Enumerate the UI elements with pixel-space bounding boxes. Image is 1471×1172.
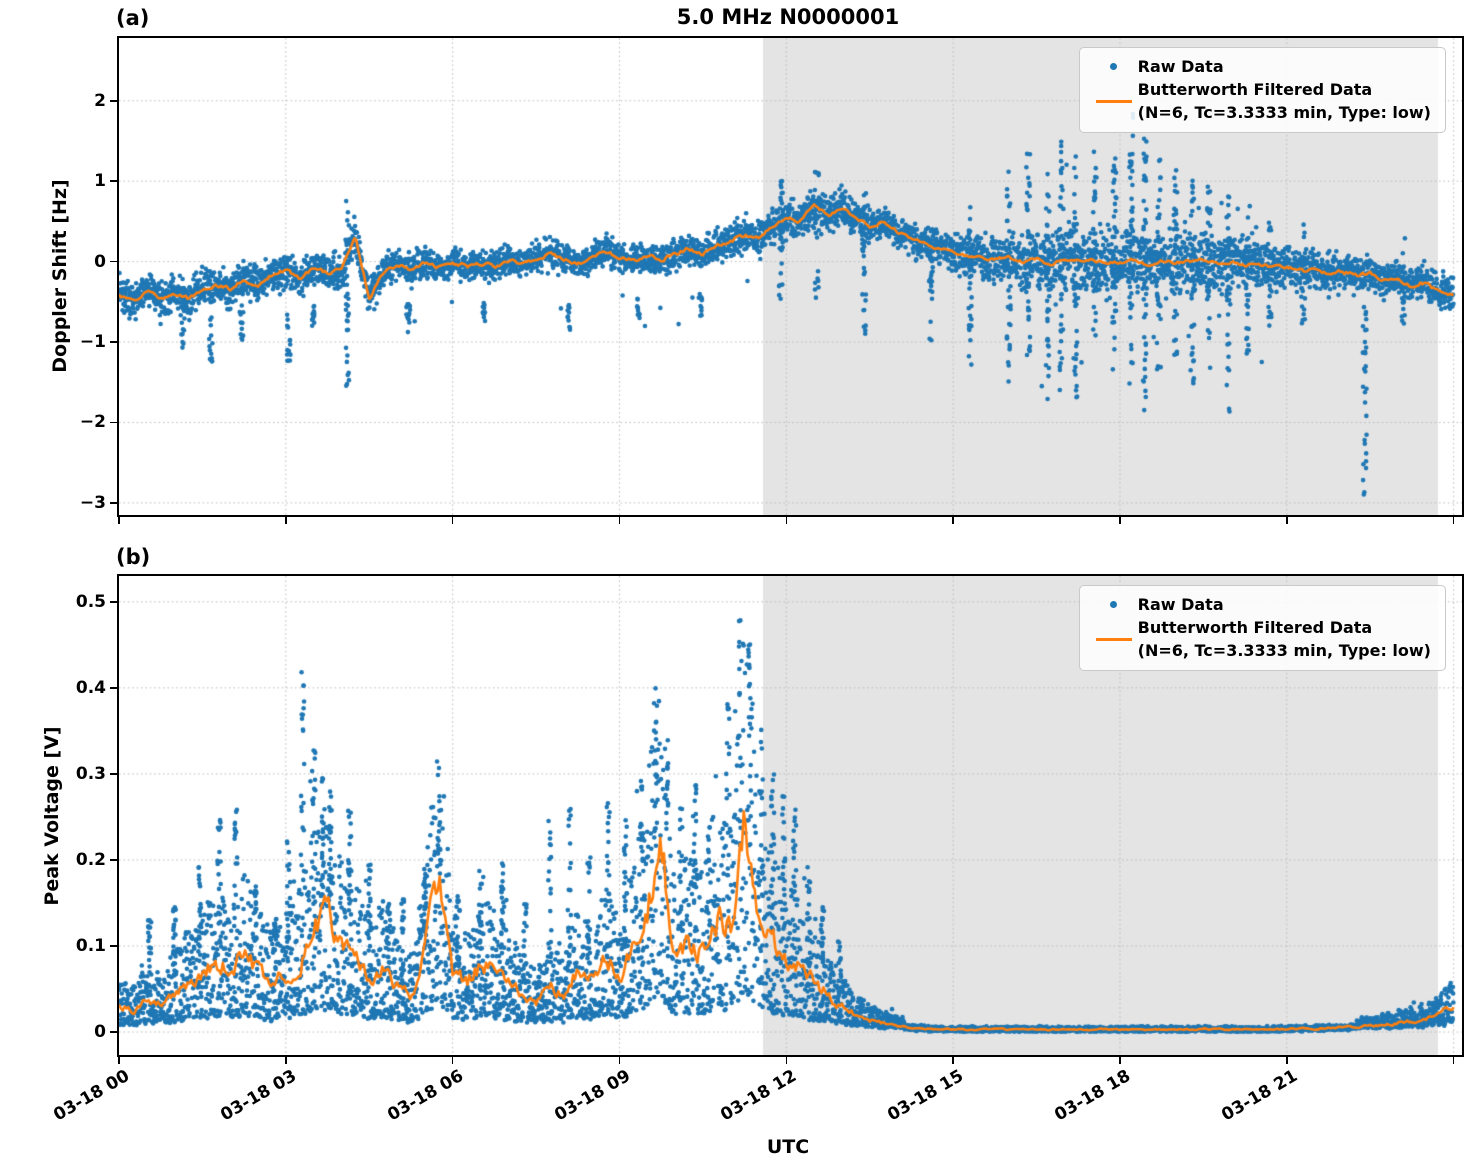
legend-filtered-line2: (N=6, Tc=3.3333 min, Type: low) (1137, 103, 1431, 123)
x-tick-mark (1452, 517, 1455, 524)
plot-area-peak-voltage: Raw Data Butterworth Filtered Data (N=6,… (117, 574, 1464, 1057)
panel-label-b: (b) (116, 545, 151, 569)
x-tick-mark (785, 517, 788, 524)
x-tick-mark (618, 517, 621, 524)
y-tick-label: 1 (94, 171, 106, 192)
y-tick-label: 0 (94, 251, 106, 272)
legend-item-filtered-data: Butterworth Filtered Data (N=6, Tc=3.333… (1090, 616, 1431, 662)
y-tick-label: 2 (94, 90, 106, 111)
legend-filtered-line2: (N=6, Tc=3.3333 min, Type: low) (1137, 641, 1431, 661)
y-tick-label: −1 (79, 332, 106, 353)
y-tick-mark (110, 421, 117, 424)
legend-raw-label: Raw Data (1137, 57, 1224, 76)
x-tick-mark (285, 1057, 287, 1064)
y-tick-mark (110, 502, 117, 504)
x-tick-label: 03-18 00 (50, 1066, 133, 1126)
x-tick-mark (952, 517, 954, 524)
x-tick-mark (1286, 517, 1288, 524)
y-tick-label: 0.2 (75, 849, 106, 870)
legend-filtered-label: Butterworth Filtered Data (N=6, Tc=3.333… (1138, 78, 1431, 124)
y-tick-label: 0 (94, 1022, 106, 1043)
x-tick-mark (118, 1057, 120, 1064)
figure-title: 5.0 MHz N0000001 (676, 5, 900, 29)
filtered-line-icon (1090, 99, 1138, 104)
x-tick-mark (1119, 1057, 1121, 1064)
y-tick-mark (110, 180, 117, 183)
x-tick-mark (1119, 517, 1121, 524)
x-tick-label: 03-18 18 (1051, 1066, 1134, 1126)
x-axis-label: UTC (766, 1136, 810, 1158)
x-tick-label: 03-18 03 (217, 1066, 300, 1126)
y-tick-mark (110, 1031, 117, 1033)
y-tick-label: 0.3 (75, 763, 106, 784)
panel-label-a: (a) (116, 6, 150, 30)
x-tick-mark (285, 517, 287, 524)
y-tick-label: −2 (79, 412, 106, 433)
legend-item-raw-data: Raw Data (1090, 55, 1431, 78)
legend-item-filtered-data: Butterworth Filtered Data (N=6, Tc=3.333… (1090, 78, 1431, 124)
legend-item-raw-data: Raw Data (1090, 593, 1431, 616)
y-tick-label: 0.4 (75, 677, 106, 698)
filtered-line-icon (1090, 637, 1138, 642)
raw-data-marker-icon (1090, 601, 1138, 609)
legend-filtered-label: Butterworth Filtered Data (N=6, Tc=3.333… (1138, 616, 1431, 662)
y-tick-label: −3 (79, 492, 106, 513)
x-tick-mark (451, 517, 454, 524)
x-tick-label: 03-18 15 (884, 1066, 968, 1126)
x-tick-mark (1452, 1057, 1455, 1064)
x-tick-mark (952, 1057, 954, 1064)
y-axis-label-voltage: Peak Voltage [V] (41, 726, 63, 906)
x-tick-mark (1286, 1057, 1288, 1064)
y-tick-mark (110, 99, 117, 102)
x-tick-mark (451, 1057, 454, 1064)
x-tick-label: 03-18 09 (550, 1066, 634, 1126)
y-tick-label: 0.5 (75, 591, 106, 612)
plot-area-doppler-shift: Raw Data Butterworth Filtered Data (N=6,… (117, 36, 1464, 517)
y-tick-label: 0.1 (75, 935, 106, 956)
legend-filtered-line1: Butterworth Filtered Data (1137, 618, 1373, 638)
x-tick-label: 03-18 12 (717, 1066, 801, 1126)
y-tick-mark (110, 687, 117, 689)
x-tick-mark (618, 1057, 621, 1064)
y-tick-mark (110, 945, 117, 947)
legend-voltage: Raw Data Butterworth Filtered Data (N=6,… (1078, 585, 1446, 671)
y-tick-mark (110, 601, 117, 603)
legend-raw-label: Raw Data (1137, 595, 1224, 614)
y-tick-mark (110, 260, 117, 263)
legend-filtered-line1: Butterworth Filtered Data (1137, 80, 1373, 100)
legend-doppler: Raw Data Butterworth Filtered Data (N=6,… (1078, 47, 1446, 133)
y-tick-mark (110, 341, 117, 343)
x-tick-mark (118, 517, 120, 524)
raw-data-marker-icon (1090, 63, 1138, 71)
x-tick-label: 03-18 21 (1218, 1066, 1301, 1126)
y-tick-mark (110, 859, 117, 861)
x-tick-label: 03-18 06 (383, 1066, 467, 1126)
x-tick-mark (785, 1057, 788, 1064)
y-tick-mark (110, 773, 117, 775)
